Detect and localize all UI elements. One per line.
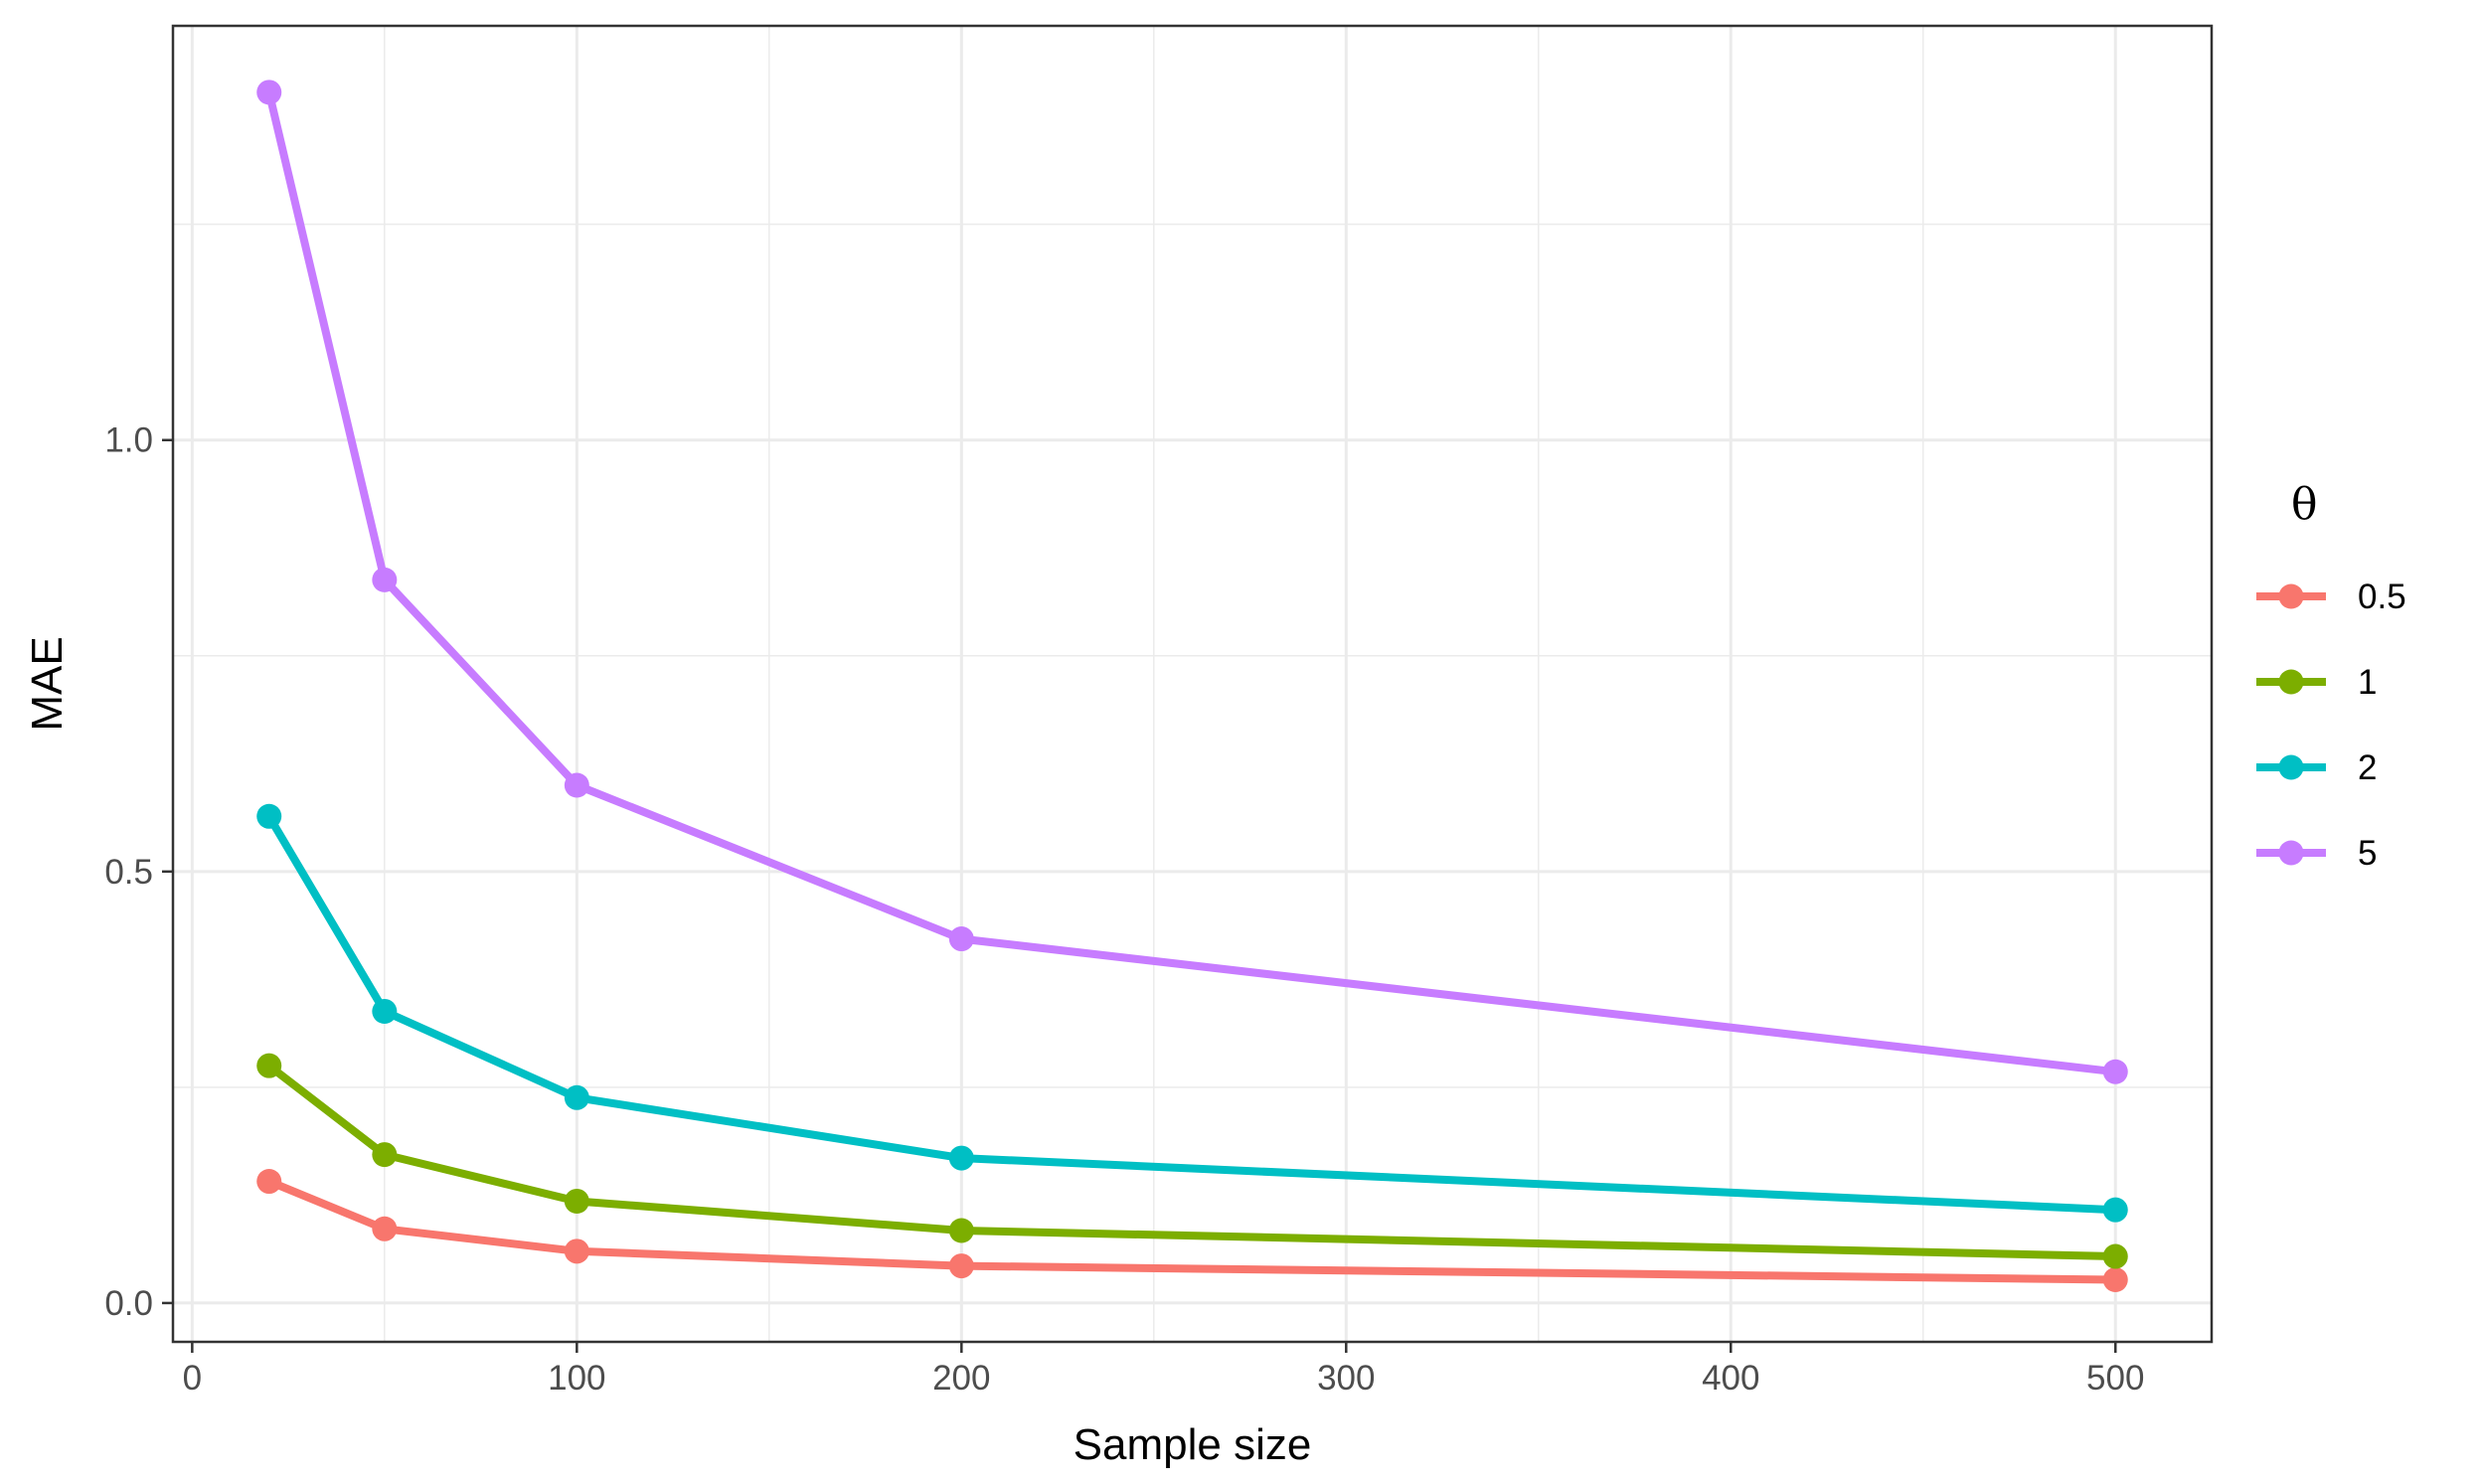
series-layer bbox=[256, 80, 2128, 1292]
data-point-2 bbox=[372, 998, 398, 1024]
minor-gridlines bbox=[173, 26, 2212, 1342]
x-tick-label: 300 bbox=[1317, 1359, 1375, 1398]
data-point-1 bbox=[948, 1218, 974, 1243]
data-point-0.5 bbox=[564, 1238, 589, 1264]
data-point-5 bbox=[372, 567, 398, 592]
data-point-0.5 bbox=[256, 1169, 282, 1195]
legend-label-2: 2 bbox=[2358, 748, 2377, 787]
data-point-0.5 bbox=[2102, 1266, 2128, 1292]
legend-key-point-5 bbox=[2278, 840, 2304, 866]
x-tick-label: 400 bbox=[1702, 1359, 1759, 1398]
data-point-5 bbox=[2102, 1059, 2128, 1084]
data-point-0.5 bbox=[948, 1253, 974, 1279]
data-point-0.5 bbox=[372, 1216, 398, 1241]
legend-key-point-2 bbox=[2278, 754, 2304, 780]
legend-label-5: 5 bbox=[2358, 834, 2377, 873]
legend-label-0.5: 0.5 bbox=[2358, 577, 2406, 616]
data-point-2 bbox=[2102, 1197, 2128, 1223]
y-axis-ticks: 0.0 0.5 1.0 bbox=[104, 421, 173, 1323]
legend-key-point-0.5 bbox=[2278, 583, 2304, 609]
legend-label-1: 1 bbox=[2358, 663, 2377, 702]
y-tick-label: 0.0 bbox=[104, 1284, 153, 1323]
x-axis-title: Sample size bbox=[1074, 1420, 1312, 1469]
y-tick-label: 0.5 bbox=[104, 853, 153, 892]
x-tick-label: 500 bbox=[2086, 1359, 2144, 1398]
legend-key-point-1 bbox=[2278, 669, 2304, 695]
data-point-1 bbox=[256, 1053, 282, 1078]
y-tick-label: 1.0 bbox=[104, 421, 153, 460]
major-gridlines bbox=[173, 26, 2212, 1342]
x-tick-label: 200 bbox=[932, 1359, 990, 1398]
data-point-2 bbox=[256, 803, 282, 829]
y-axis-title: MAE bbox=[23, 636, 72, 731]
data-point-2 bbox=[948, 1145, 974, 1171]
legend: θ 0.5 1 2 5 bbox=[2256, 479, 2406, 873]
data-point-1 bbox=[564, 1188, 589, 1214]
panel-border bbox=[171, 24, 2214, 1344]
data-point-5 bbox=[948, 926, 974, 952]
x-tick-label: 0 bbox=[183, 1359, 202, 1398]
data-point-5 bbox=[256, 80, 282, 105]
legend-title: θ bbox=[2291, 479, 2318, 530]
x-axis-ticks: 0 100 200 300 400 500 bbox=[183, 1342, 2144, 1398]
data-point-5 bbox=[564, 772, 589, 798]
data-point-1 bbox=[372, 1142, 398, 1168]
data-point-1 bbox=[2102, 1243, 2128, 1269]
data-point-2 bbox=[564, 1084, 589, 1110]
x-tick-label: 100 bbox=[548, 1359, 605, 1398]
